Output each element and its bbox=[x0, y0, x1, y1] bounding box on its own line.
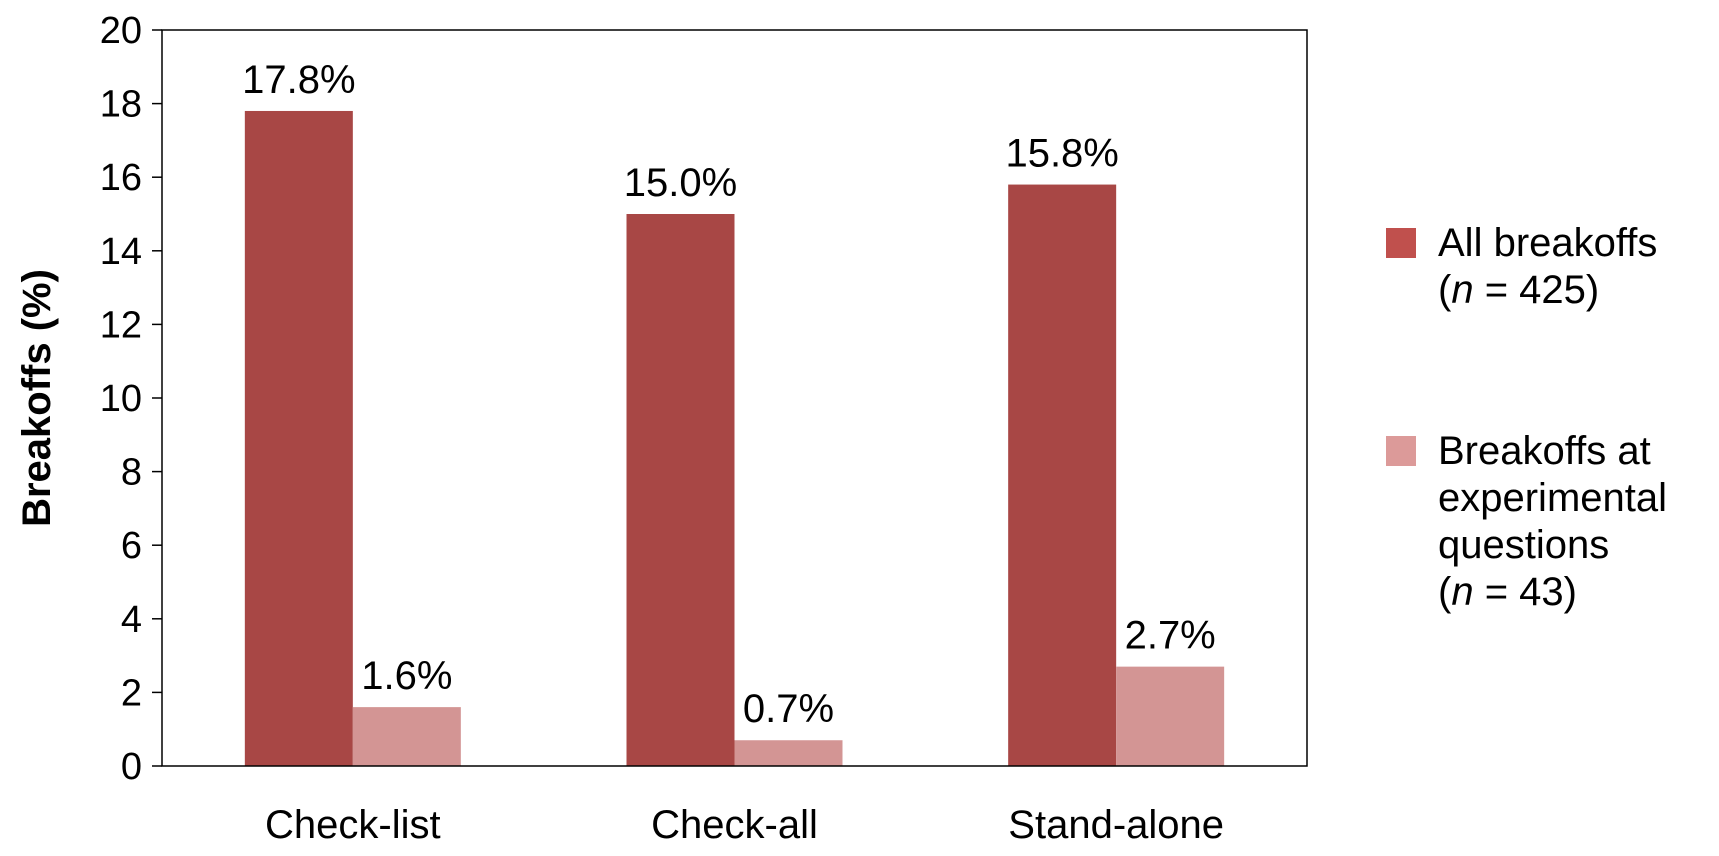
bar-all-breakoffs-stand-alone bbox=[1008, 184, 1117, 766]
legend-label: All breakoffs bbox=[1438, 221, 1657, 265]
legend-label: (n = 425) bbox=[1438, 268, 1599, 312]
legend-label-run: questions bbox=[1438, 523, 1609, 567]
y-tick-label: 16 bbox=[100, 157, 142, 199]
legend-label-run: All breakoffs bbox=[1438, 221, 1657, 265]
bar-experimental-stand-alone bbox=[1116, 666, 1225, 766]
bar-all-breakoffs-check-all bbox=[626, 214, 735, 766]
y-tick-label: 4 bbox=[121, 599, 142, 641]
axes-layer bbox=[152, 29, 1308, 767]
legend-label-run: n bbox=[1451, 570, 1473, 614]
data-label: 15.8% bbox=[1005, 132, 1118, 176]
y-tick-label: 14 bbox=[100, 231, 142, 273]
legend-label-run: ( bbox=[1438, 570, 1452, 614]
x-tick-label: Check-list bbox=[265, 803, 441, 847]
legend-label: (n = 43) bbox=[1438, 570, 1577, 614]
legend-label: questions bbox=[1438, 523, 1609, 567]
legend-label-run: Breakoffs at bbox=[1438, 429, 1651, 473]
legend-label-run: experimental bbox=[1438, 476, 1667, 520]
legend-label: Breakoffs at bbox=[1438, 429, 1651, 473]
data-label: 15.0% bbox=[624, 161, 737, 205]
y-tick-label: 8 bbox=[121, 452, 142, 494]
bar-all-breakoffs-check-list bbox=[244, 110, 353, 766]
data-label: 1.6% bbox=[361, 654, 452, 698]
y-tick-label: 2 bbox=[121, 672, 142, 714]
legend-label-run: = 425) bbox=[1474, 268, 1600, 312]
legend: All breakoffs(n = 425)Breakoffs atexperi… bbox=[1386, 221, 1667, 614]
y-tick-label: 0 bbox=[121, 746, 142, 788]
y-tick-label: 6 bbox=[121, 525, 142, 567]
legend-label-run: = 43) bbox=[1474, 570, 1577, 614]
x-tick-label: Check-all bbox=[651, 803, 818, 847]
bar-experimental-check-list bbox=[352, 707, 461, 766]
y-tick-label: 20 bbox=[100, 10, 142, 52]
legend-label: experimental bbox=[1438, 476, 1667, 520]
x-tick-label: Stand-alone bbox=[1008, 803, 1224, 847]
y-tick-label: 18 bbox=[100, 84, 142, 126]
y-tick-label: 10 bbox=[100, 378, 142, 420]
labels-layer: 0 2 4 6 8 10 12 14 16 18 20 Breakoffs (%) 17.8% 1.6% C… bbox=[15, 10, 1224, 847]
legend-swatch bbox=[1386, 436, 1416, 466]
legend-label-run: ( bbox=[1438, 268, 1452, 312]
bars-layer bbox=[244, 110, 1225, 766]
data-label: 17.8% bbox=[242, 58, 355, 102]
y-axis-title: Breakoffs (%) bbox=[15, 269, 59, 527]
legend-label-run: n bbox=[1451, 268, 1473, 312]
data-label: 0.7% bbox=[743, 687, 834, 731]
y-tick-label: 12 bbox=[100, 304, 142, 346]
bar-experimental-check-all bbox=[734, 740, 843, 766]
legend-swatch bbox=[1386, 228, 1416, 258]
data-label: 2.7% bbox=[1125, 614, 1216, 658]
